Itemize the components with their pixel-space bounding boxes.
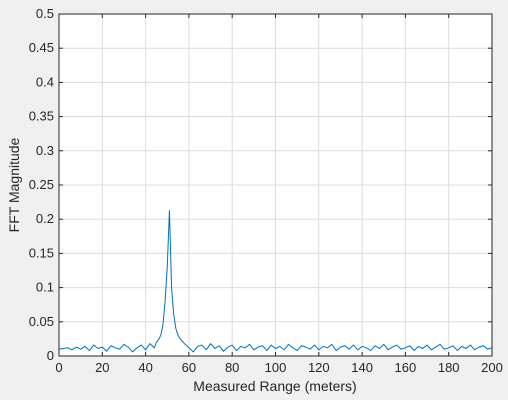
x-tick-label: 200 xyxy=(481,360,503,375)
x-tick-label: 20 xyxy=(95,360,109,375)
y-tick-label: 0.45 xyxy=(29,40,54,55)
y-tick-label: 0.2 xyxy=(36,211,54,226)
y-tick-label: 0.25 xyxy=(29,177,54,192)
y-tick-label: 0.1 xyxy=(36,280,54,295)
x-tick-label: 180 xyxy=(438,360,460,375)
y-tick-label: 0.05 xyxy=(29,314,54,329)
x-tick-label: 0 xyxy=(55,360,62,375)
x-tick-label: 160 xyxy=(395,360,417,375)
fft-magnitude-line xyxy=(58,210,493,353)
y-tick-label: 0 xyxy=(47,348,54,363)
x-tick-label: 140 xyxy=(351,360,373,375)
x-tick-label: 100 xyxy=(265,360,287,375)
y-tick-label: 0.3 xyxy=(36,143,54,158)
y-tick-label: 0.35 xyxy=(29,109,54,124)
x-tick-label: 80 xyxy=(225,360,239,375)
y-tick-label: 0.15 xyxy=(29,245,54,260)
y-axis-label: FFT Magnitude xyxy=(6,137,22,232)
x-tick-label: 40 xyxy=(138,360,152,375)
x-tick-label: 60 xyxy=(182,360,196,375)
tick-layer: 0 20 40 60 80 100 120 140 160 180 200 0 0.05 0.1 0.15 0… xyxy=(29,6,503,375)
x-axis-label: Measured Range (meters) xyxy=(193,378,356,394)
x-tick-label: 120 xyxy=(308,360,330,375)
y-tick-label: 0.5 xyxy=(36,6,54,21)
y-tick-label: 0.4 xyxy=(36,74,54,89)
